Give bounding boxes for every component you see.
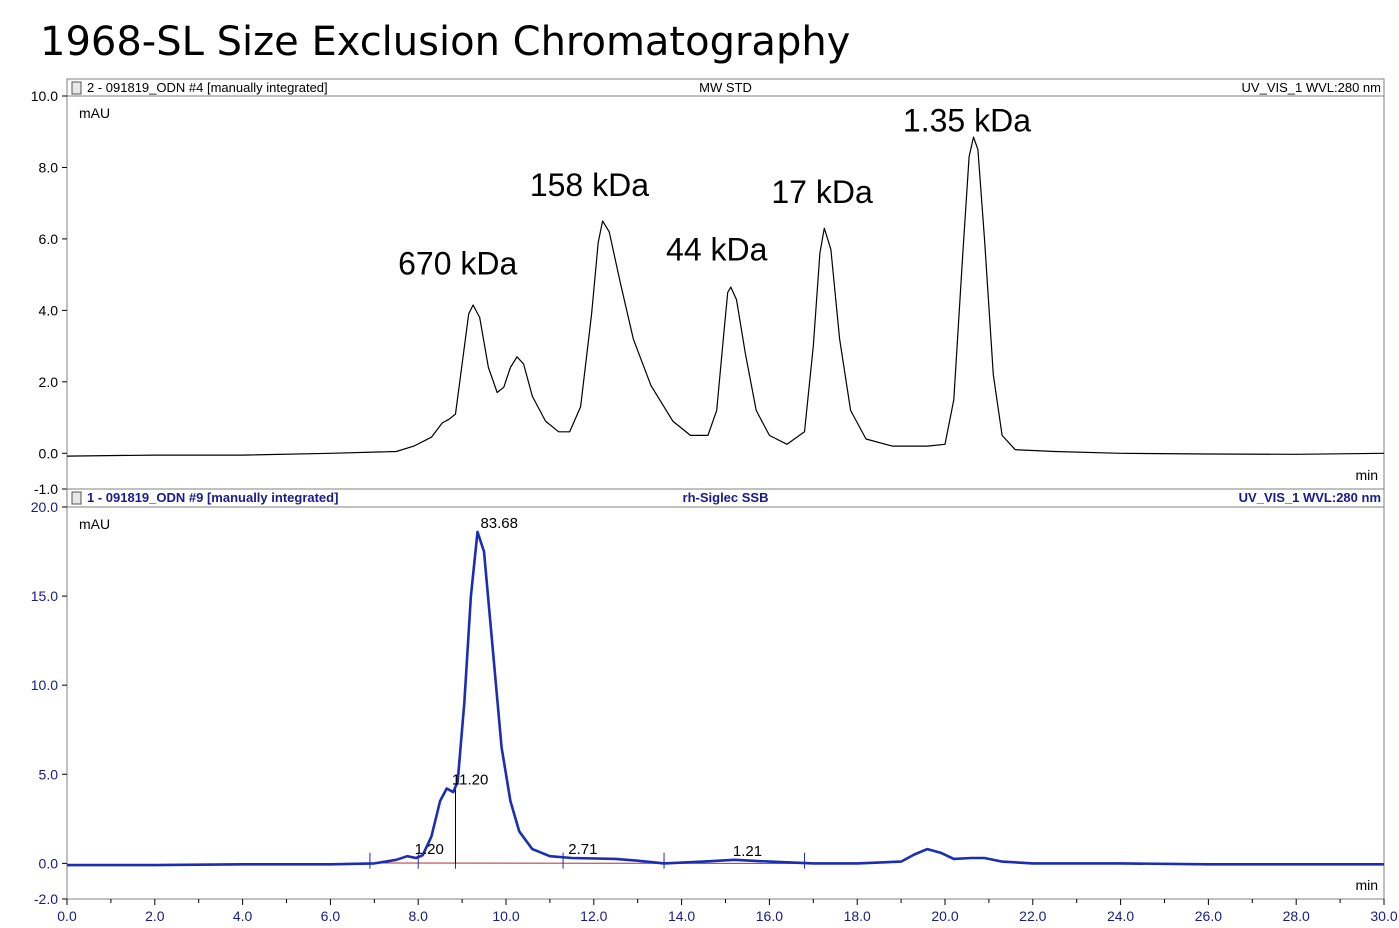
panel-header-left: 2 - 091819_ODN #4 [manually integrated] (87, 80, 328, 95)
y-tick-label: 0.0 (39, 855, 59, 871)
chart-panel-1: 2 - 091819_ODN #4 [manually integrated] M… (31, 78, 1385, 497)
document-icon (71, 491, 82, 505)
y-tick-label: 10.0 (31, 677, 58, 693)
x-tick-label: 0.0 (57, 908, 77, 924)
y-tick-label: -2.0 (34, 891, 58, 907)
peak-area-label: 1.21 (733, 843, 762, 860)
x-axis-label: min (1355, 467, 1378, 483)
x-tick-label: 22.0 (1019, 908, 1046, 924)
x-tick-label: 16.0 (756, 908, 783, 924)
x-axis-label: min (1355, 877, 1378, 893)
x-tick-label: 2.0 (145, 908, 165, 924)
panel-header-center: MW STD (699, 80, 752, 95)
peak-area-label: 2.71 (568, 841, 597, 858)
plot-frame (66, 506, 1385, 900)
x-tick-label: 10.0 (492, 908, 519, 924)
x-tick-label: 6.0 (321, 908, 341, 924)
peak-area-label: 1.20 (415, 841, 444, 858)
y-tick-label: 5.0 (39, 766, 59, 782)
peak-area-label: 11.20 (452, 772, 488, 789)
y-tick-label: 4.0 (39, 302, 59, 318)
panel-header-left: 1 - 091819_ODN #9 [manually integrated] (87, 490, 338, 505)
peak-annotation: 17 kDa (771, 174, 873, 210)
x-tick-label: 30.0 (1370, 908, 1397, 924)
x-tick-label: 28.0 (1283, 908, 1310, 924)
panel-header-right: UV_VIS_1 WVL:280 nm (1242, 80, 1381, 95)
x-tick-label: 14.0 (668, 908, 695, 924)
panel-header-right: UV_VIS_1 WVL:280 nm (1239, 490, 1381, 505)
peak-annotation: 44 kDa (666, 231, 768, 267)
y-tick-label: 2.0 (39, 374, 59, 390)
y-tick-label: 6.0 (39, 231, 59, 247)
document-icon (71, 81, 82, 95)
y-tick-label: 0.0 (39, 445, 59, 461)
x-tick-label: 26.0 (1195, 908, 1222, 924)
y-tick-label: 8.0 (39, 159, 59, 175)
y-tick-label: 10.0 (31, 88, 58, 104)
peak-annotation: 1.35 kDa (903, 103, 1031, 139)
peak-annotation: 670 kDa (398, 246, 517, 282)
x-tick-label: 4.0 (233, 908, 253, 924)
page-title: 1968-SL Size Exclusion Chromatography (40, 19, 851, 65)
peak-annotation: 158 kDa (530, 167, 649, 203)
x-tick-label: 12.0 (580, 908, 607, 924)
plot-frame (66, 95, 1385, 490)
y-tick-label: 20.0 (31, 499, 58, 515)
series-line-1 (67, 530, 1384, 867)
series-line-1 (66, 136, 1385, 457)
y-axis-label: mAU (79, 105, 110, 121)
panel-header-center: rh-Siglec SSB (683, 490, 769, 505)
x-tick-label: 24.0 (1107, 908, 1134, 924)
y-tick-label: -1.0 (34, 481, 58, 497)
y-tick-label: 15.0 (31, 588, 58, 604)
peak-area-label: 83.68 (480, 515, 518, 532)
x-tick-label: 8.0 (408, 908, 428, 924)
x-tick-label: 20.0 (931, 908, 958, 924)
y-axis-label: mAU (79, 516, 110, 532)
chart-panel-2: 1 - 091819_ODN #9 [manually integrated] r… (31, 488, 1398, 924)
x-tick-label: 18.0 (844, 908, 871, 924)
